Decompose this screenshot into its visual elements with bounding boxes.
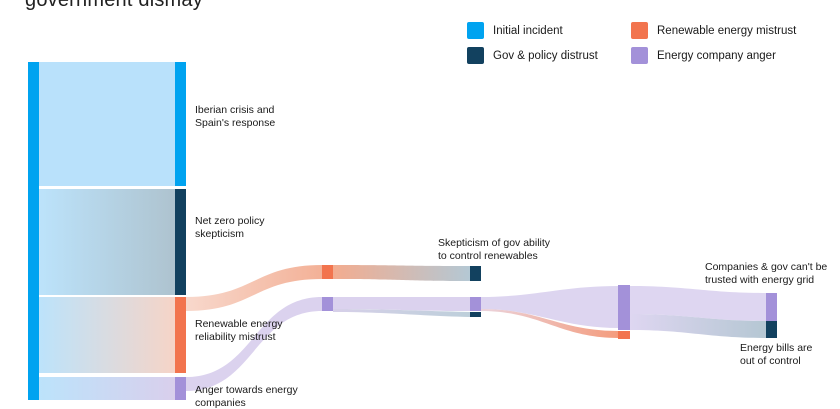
- flow-anger-to-col5: [481, 286, 618, 328]
- node-renewable-waypoint-2: [618, 331, 630, 339]
- node-net-zero-skepticism: [175, 189, 186, 295]
- legend-swatch-energy-company-anger: [631, 47, 648, 64]
- node-renewable-waypoint-1: [322, 265, 333, 279]
- flow-initial-to-netzero: [39, 189, 175, 295]
- legend-item-renewable-mistrust: Renewable energy mistrust: [631, 22, 796, 39]
- node-label-renewable-mistrust: Renewable energy reliability mistrust: [195, 318, 283, 343]
- legend-item-energy-company-anger: Energy company anger: [631, 47, 776, 64]
- node-label-anger-energy-companies: Anger towards energy companies: [195, 384, 298, 409]
- legend-item-gov-policy-distrust: Gov & policy distrust: [467, 47, 598, 64]
- node-label-net-zero-skepticism: Net zero policy skepticism: [195, 215, 265, 240]
- node-anger-waypoint-2: [470, 297, 481, 311]
- flow-anger-waypoint-main: [333, 297, 470, 311]
- node-anger-waypoint-3: [618, 285, 630, 330]
- node-companies-gov-cant-be-trusted: [766, 293, 777, 321]
- legend-swatch-gov-policy-distrust: [467, 47, 484, 64]
- node-iberian-crisis: [175, 62, 186, 186]
- legend-item-initial-incident: Initial incident: [467, 22, 563, 39]
- legend-label: Renewable energy mistrust: [657, 24, 797, 37]
- node-label-skepticism-gov-renewables: Skepticism of gov ability to control ren…: [438, 237, 551, 262]
- flow-initial-to-iberian: [39, 62, 175, 186]
- node-renewable-mistrust: [175, 297, 186, 373]
- sankey-diagram: [28, 62, 777, 400]
- legend-swatch-initial-incident: [467, 22, 484, 39]
- legend-label: Gov & policy distrust: [493, 49, 598, 62]
- flow-anger-to-renewable-waypoint: [481, 309, 618, 338]
- node-initial-incident: [28, 62, 39, 400]
- node-label-companies-gov-cant-be-trusted: Companies & gov can't be trusted with en…: [705, 261, 828, 286]
- flow-anger-waypoint-to-gov-small: [333, 309, 470, 317]
- node-gov-waypoint-small: [470, 312, 481, 317]
- flow-to-energy-bills: [630, 314, 766, 338]
- node-label-iberian-crisis: Iberian crisis and Spain's response: [195, 104, 276, 129]
- node-skepticism-gov-renewables: [470, 266, 481, 281]
- node-anger-waypoint-1: [322, 297, 333, 311]
- node-energy-bills-out-of-control: [766, 321, 777, 338]
- chart-title: government dismay: [25, 0, 203, 11]
- legend-swatch-renewable-mistrust: [631, 22, 648, 39]
- flow-to-companies-trust: [630, 286, 766, 321]
- flow-initial-to-renewable: [39, 297, 175, 373]
- node-label-energy-bills-out-of-control: Energy bills are out of control: [740, 342, 813, 367]
- legend-label: Initial incident: [493, 24, 563, 37]
- flow-anger-to-waypoint: [186, 297, 322, 391]
- flow-renewable-to-waypoint: [186, 265, 322, 311]
- flow-initial-to-anger: [39, 377, 175, 400]
- node-anger-energy-companies: [175, 377, 186, 400]
- flow-waypoint-to-skepticism: [333, 265, 470, 281]
- legend-label: Energy company anger: [657, 49, 776, 62]
